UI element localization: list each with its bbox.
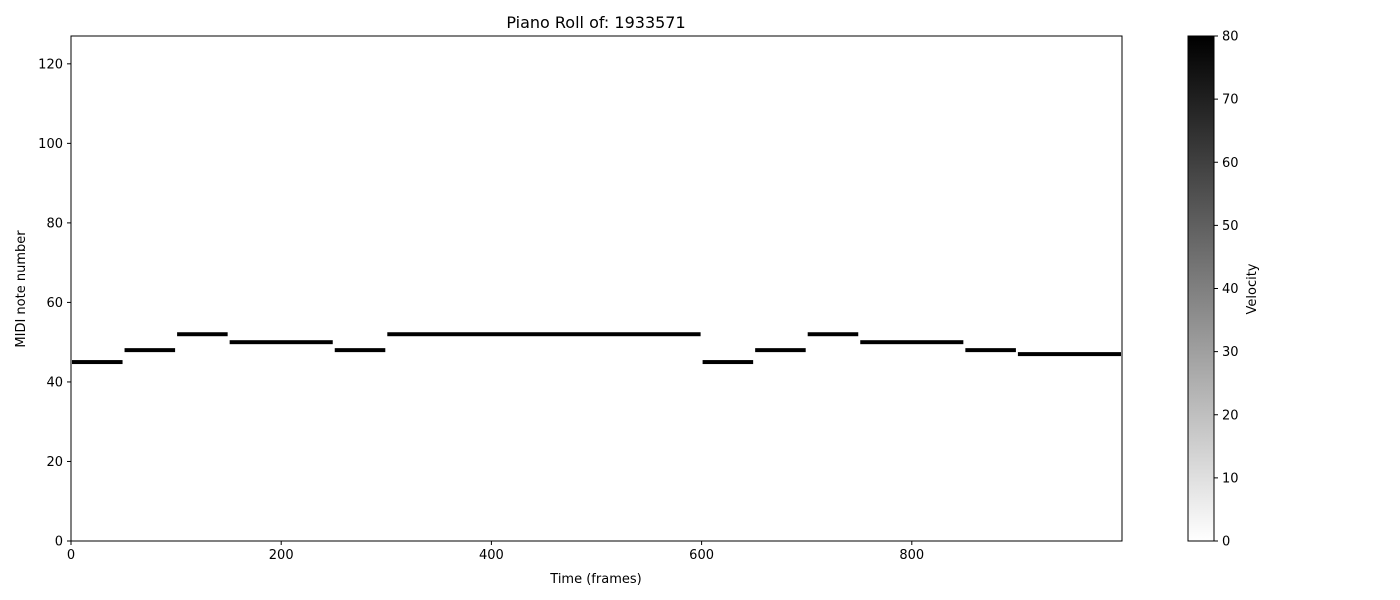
x-tick-label: 400 (479, 548, 504, 563)
colorbar-tick-label: 50 (1222, 219, 1239, 234)
y-tick-label: 0 (55, 535, 63, 550)
note-bar (965, 348, 1016, 353)
colorbar-tick-label: 30 (1222, 345, 1239, 360)
note-bar (387, 332, 701, 337)
note-bar (72, 360, 123, 365)
notes-layer (72, 332, 1121, 365)
note-bar (229, 340, 333, 345)
plot-frame (70, 35, 1123, 542)
colorbar (1187, 35, 1215, 542)
note-bar (755, 348, 806, 353)
y-tick-label: 60 (46, 296, 63, 311)
y-tick-label: 40 (46, 375, 63, 390)
x-tick-label: 200 (269, 548, 294, 563)
colorbar-label: Velocity (1245, 263, 1260, 314)
note-bar (860, 340, 964, 345)
y-axis-ticks: 0 20 40 60 80 100 120 (38, 57, 71, 550)
colorbar-tick-label: 20 (1222, 408, 1239, 423)
y-tick-label: 80 (46, 216, 63, 231)
note-bar (807, 332, 859, 337)
colorbar-tick-label: 10 (1222, 471, 1239, 486)
y-tick-label: 120 (38, 57, 63, 72)
colorbar-tick-label: 0 (1222, 535, 1230, 550)
colorbar-tick-label: 60 (1222, 156, 1239, 171)
colorbar-tick-label: 70 (1222, 93, 1239, 108)
note-bar (124, 348, 176, 353)
plot-area (71, 36, 1122, 541)
colorbar-ticks: 0 10 20 30 40 50 60 70 80 (1214, 30, 1239, 550)
y-axis-label: MIDI note number (14, 230, 29, 348)
x-axis-ticks: 0 200 400 600 800 (67, 541, 924, 563)
note-bar (1017, 352, 1121, 357)
colorbar-tick-label: 40 (1222, 282, 1239, 297)
chart-title: Piano Roll of: 1933571 (506, 13, 685, 32)
y-tick-label: 100 (38, 137, 63, 152)
y-tick-label: 20 (46, 455, 63, 470)
note-bar (177, 332, 228, 337)
x-tick-label: 0 (67, 548, 75, 563)
note-bar (334, 348, 386, 353)
x-tick-label: 800 (899, 548, 924, 563)
x-tick-label: 600 (689, 548, 714, 563)
x-axis-label: Time (frames) (549, 572, 641, 587)
colorbar-tick-label: 80 (1222, 30, 1239, 45)
note-bar (702, 360, 754, 365)
